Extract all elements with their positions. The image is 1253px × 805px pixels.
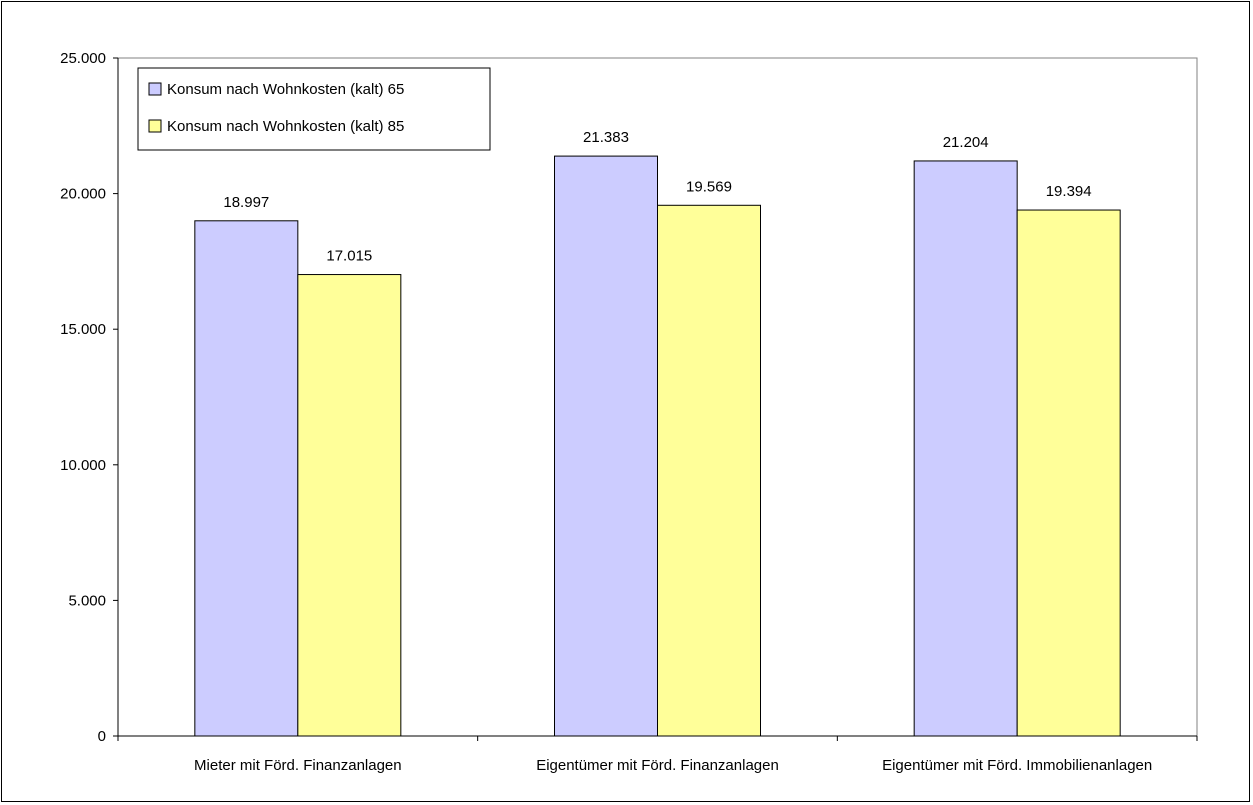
x-category-label: Mieter mit Förd. Finanzanlagen [194,757,402,774]
bars [194,155,1121,737]
data-label: 17.015 [326,248,372,265]
y-tick-label: 20.000 [60,186,106,203]
x-axis: Mieter mit Förd. Finanzanlagen Eigentümer… [117,735,1198,774]
x-category-label: Eigentümer mit Förd. Finanzanlagen [536,757,779,774]
bar [554,155,658,737]
y-tick-label: 0 [98,728,106,745]
data-label: 21.204 [943,134,989,151]
legend-label: Konsum nach Wohnkosten (kalt) 65 [167,81,404,98]
y-axis: 0 5.000 10.000 15.000 20.000 25.000 [60,50,119,745]
bar [297,274,402,737]
legend-box [137,67,491,151]
legend: Konsum nach Wohnkosten (kalt) 65 Konsum n… [137,67,491,151]
y-tick-label: 15.000 [60,321,106,338]
x-category-label: Eigentümer mit Förd. Immobilienanlagen [882,757,1152,774]
data-label: 19.569 [686,178,732,195]
y-tick-label: 25.000 [60,50,106,67]
bar [194,220,299,737]
bar [1016,209,1121,737]
legend-swatch [148,119,162,133]
data-label: 18.997 [223,194,269,211]
legend-swatch [148,82,162,96]
y-tick-label: 5.000 [68,592,106,609]
data-labels: 18.997 21.383 21.204 17.015 19.569 19.394 [223,129,1091,264]
bar [913,160,1018,737]
data-label: 19.394 [1046,183,1092,200]
data-label: 21.383 [583,129,629,146]
y-tick-label: 10.000 [60,457,106,474]
bar [657,204,761,737]
legend-label: Konsum nach Wohnkosten (kalt) 85 [167,118,404,135]
